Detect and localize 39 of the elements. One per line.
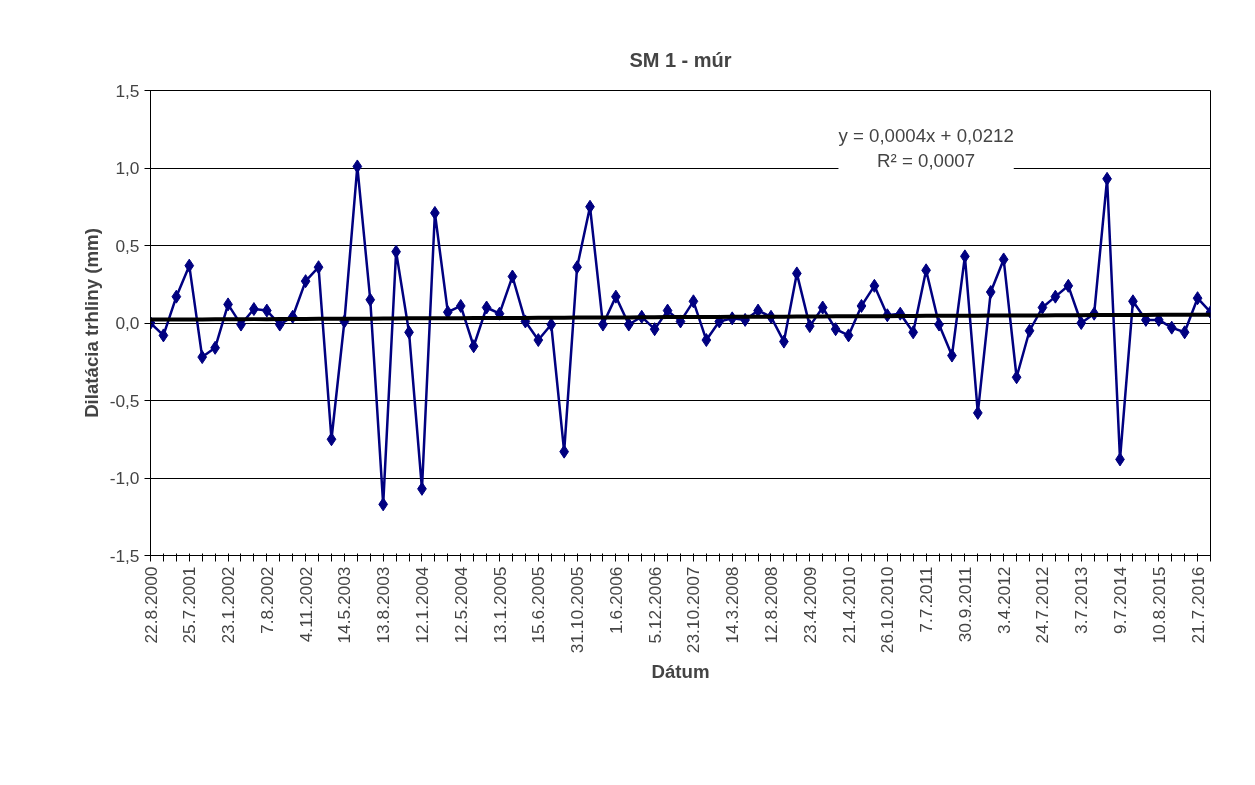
x-tick-label: 24.7.2012 bbox=[1032, 566, 1053, 644]
x-tick-label: 13.8.2003 bbox=[373, 566, 394, 644]
x-tick-label: 1.6.2006 bbox=[605, 566, 626, 634]
y-tick-label: -1,0 bbox=[109, 468, 140, 488]
x-tick-label: 12.5.2004 bbox=[450, 566, 471, 644]
x-tick-label: 30.9.2011 bbox=[954, 566, 975, 643]
x-tick-label: 23.10.2007 bbox=[683, 566, 704, 654]
x-tick-label: 12.8.2008 bbox=[760, 566, 781, 644]
y-tick-label: 1,0 bbox=[115, 158, 140, 178]
x-tick-label: 22.8.2000 bbox=[140, 566, 161, 644]
x-tick-label: 21.7.2016 bbox=[1187, 566, 1208, 644]
x-tick-label: 25.7.2001 bbox=[179, 566, 200, 644]
y-tick-label: 0,5 bbox=[115, 235, 140, 256]
y-tick-label: 1,5 bbox=[115, 80, 140, 101]
x-tick-label: 23.4.2009 bbox=[799, 566, 820, 644]
x-tick-label: 13.1.2005 bbox=[489, 566, 510, 644]
annotation: y = 0,0004x + 0,0212 R² = 0,0007 bbox=[838, 124, 1014, 171]
x-tick-label: 26.10.2010 bbox=[877, 566, 898, 654]
x-tick-label: 21.4.2010 bbox=[838, 566, 859, 644]
chart-title: SM 1 - múr bbox=[629, 48, 732, 71]
y-tick-label: -1,5 bbox=[109, 545, 140, 566]
x-axis-title: Dátum bbox=[651, 661, 710, 683]
x-tick-label: 12.1.2004 bbox=[411, 566, 432, 644]
x-tick-label: 15.6.2005 bbox=[528, 566, 549, 644]
x-tick-label: 4.11.2002 bbox=[295, 566, 316, 643]
x-tick-label: 3.4.2012 bbox=[993, 566, 1014, 634]
x-tick-label: 10.8.2015 bbox=[1148, 566, 1169, 644]
x-tick-label: 5.12.2006 bbox=[644, 566, 665, 644]
x-tick-label: 14.3.2008 bbox=[722, 566, 743, 644]
y-tick-label: 0,0 bbox=[115, 313, 140, 333]
x-tick-label: 31.10.2005 bbox=[567, 566, 588, 654]
x-tick-label: 9.7.2014 bbox=[1110, 566, 1131, 634]
y-axis-title: Dilatácia trhliny (mm) bbox=[80, 228, 102, 418]
x-tick-label: 7.7.2011 bbox=[916, 566, 937, 633]
x-tick-label: 7.8.2002 bbox=[256, 566, 277, 634]
y-tick-label: -0,5 bbox=[109, 390, 140, 411]
x-tick-label: 23.1.2002 bbox=[218, 566, 239, 644]
x-tick-label: 3.7.2013 bbox=[1071, 566, 1092, 634]
x-tick-label: 14.5.2003 bbox=[334, 566, 355, 644]
